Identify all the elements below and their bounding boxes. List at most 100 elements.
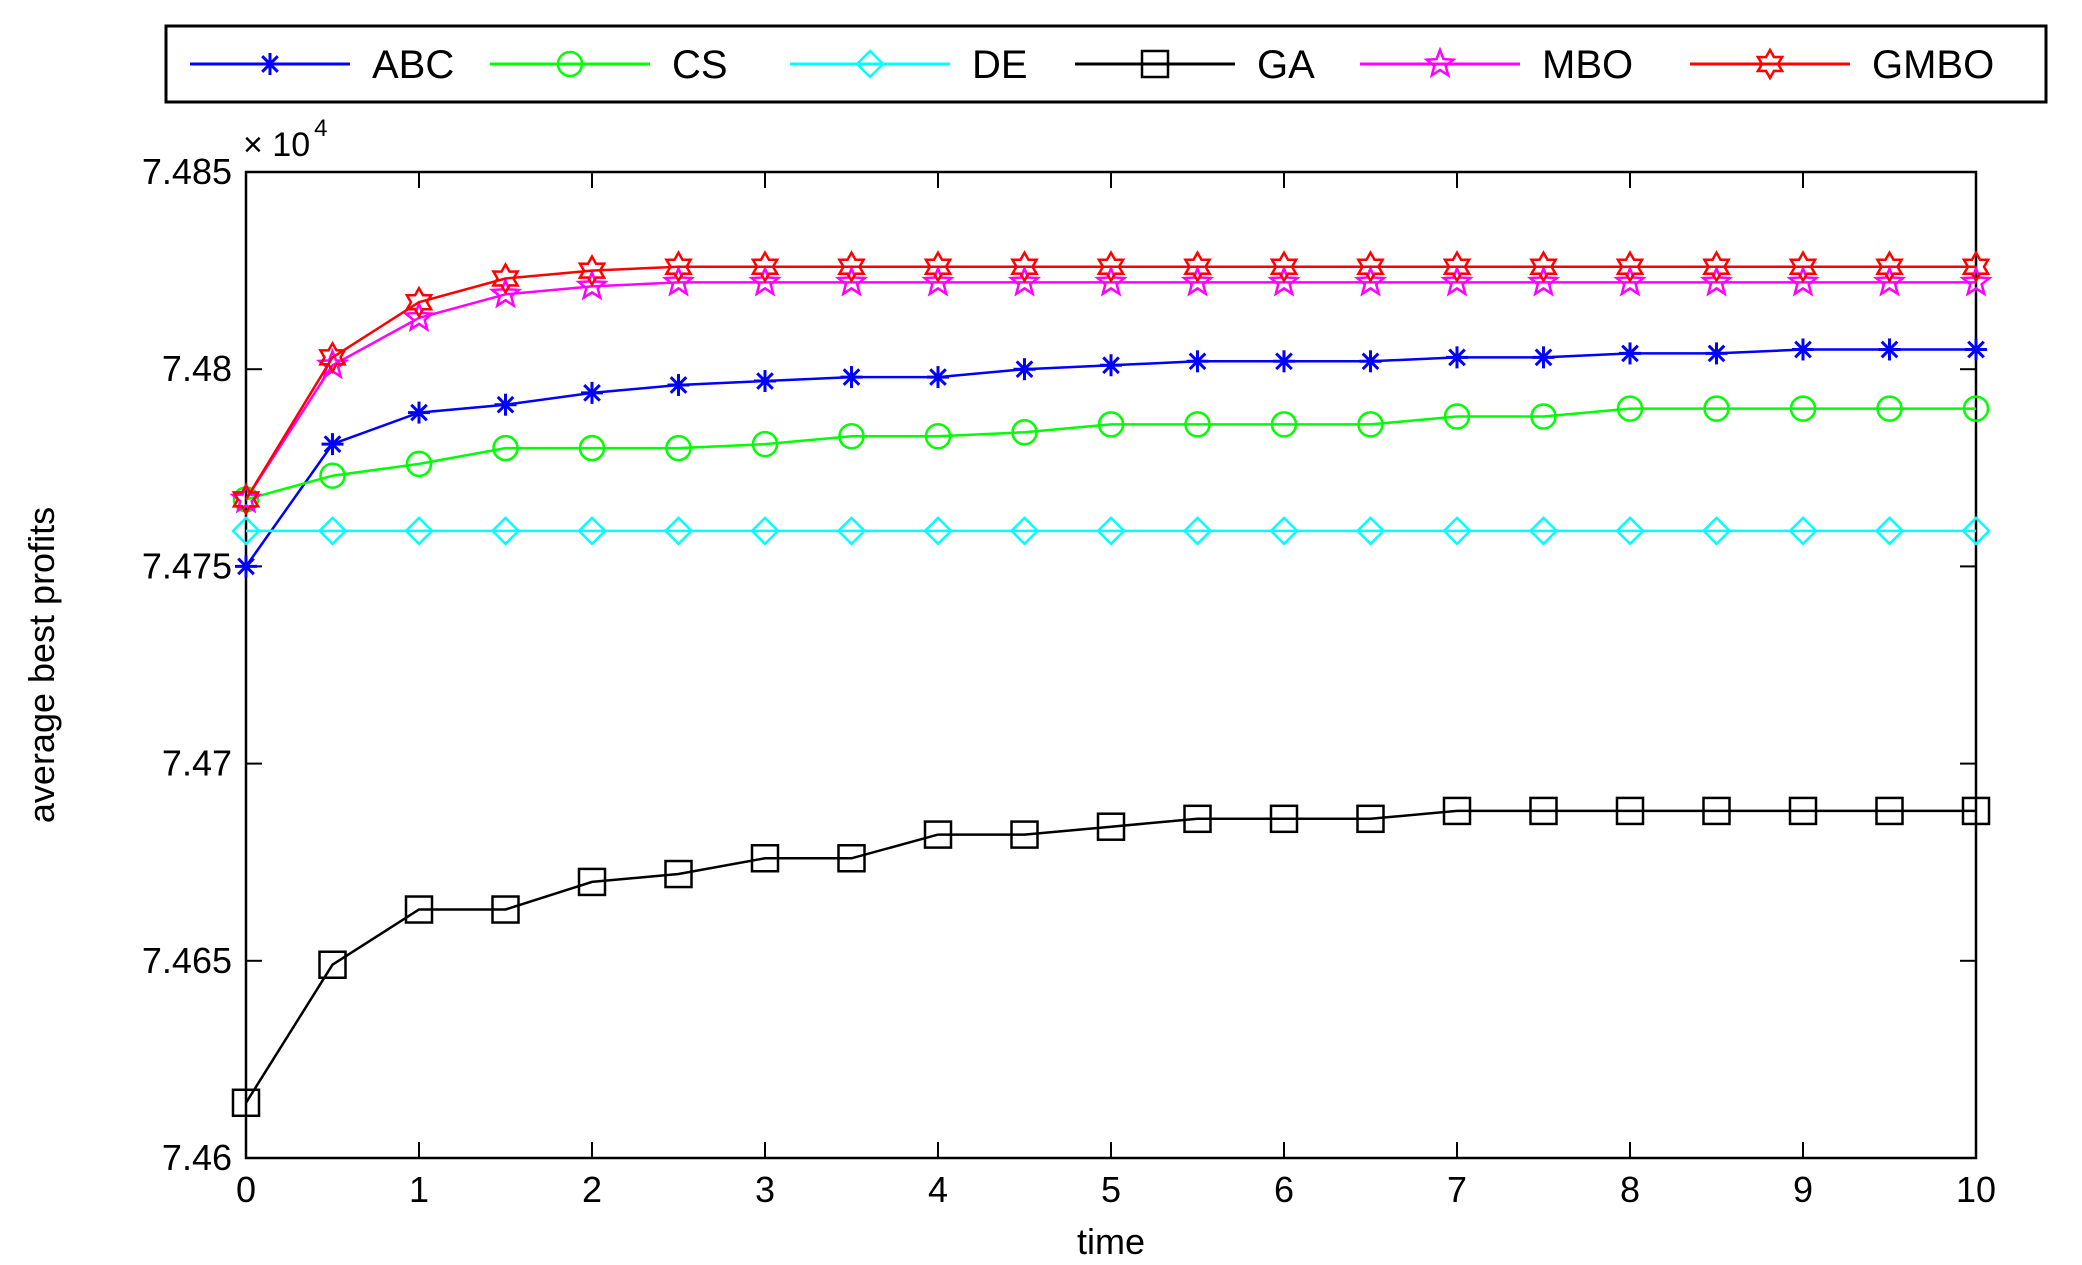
data-point-de	[663, 516, 694, 546]
data-point-mbo	[1959, 264, 1993, 297]
data-point-gmbo	[750, 250, 780, 284]
data-point-ga	[750, 844, 780, 873]
plot-area	[244, 170, 1978, 1160]
legend-label-de: DE	[972, 43, 1028, 87]
data-point-gmbo	[1269, 250, 1299, 284]
data-point-cs	[405, 450, 433, 478]
data-point-mbo	[1353, 264, 1388, 297]
data-point-de	[1355, 516, 1386, 546]
data-point-ga	[1961, 796, 1991, 826]
data-point-abc	[1619, 342, 1641, 365]
data-point-gmbo	[923, 250, 953, 284]
data-point-gmbo	[1529, 250, 1558, 284]
data-point-ga	[491, 895, 520, 924]
legend-label-cs: CS	[672, 43, 728, 87]
data-point-abc	[1186, 350, 1209, 373]
data-point-de	[404, 516, 434, 546]
data-point-ga	[404, 895, 434, 924]
data-point-gmbo	[1961, 250, 1991, 284]
data-point-abc	[1446, 346, 1468, 369]
data-point-ga	[1269, 804, 1299, 834]
legend-label-mbo: MBO	[1542, 43, 1633, 87]
data-point-cs	[1011, 419, 1038, 446]
data-point-abc	[1013, 358, 1036, 381]
series-gmbo	[231, 250, 1991, 516]
data-point-gmbo	[491, 261, 520, 296]
data-point-abc	[1100, 354, 1122, 377]
legend-marker-cs	[556, 50, 584, 78]
data-point-gmbo	[318, 340, 347, 374]
x-tick-label: 10	[1956, 1169, 1996, 1210]
data-point-abc	[840, 366, 863, 389]
data-point-mbo	[661, 264, 696, 297]
data-point-mbo	[748, 264, 782, 297]
data-point-de	[923, 516, 953, 546]
legend-label-abc: ABC	[372, 43, 454, 87]
data-point-de	[1701, 516, 1732, 546]
y-axis-exponent: × 10 4	[243, 115, 327, 164]
x-axis-label: time	[1077, 1221, 1145, 1262]
legend: ABC CS DE GA MBO GMBO	[164, 24, 2048, 104]
y-axis-exponent-power: 4	[314, 115, 327, 142]
legend-item-de: DE	[790, 43, 1028, 87]
data-point-mbo	[1267, 264, 1301, 297]
data-point-cs	[1962, 395, 1990, 422]
x-tick-label: 3	[755, 1169, 775, 1210]
legend-marker-ga	[1140, 49, 1170, 79]
data-point-abc	[1792, 338, 1814, 361]
series-de	[231, 516, 1991, 546]
y-tick-label: 7.47	[162, 743, 232, 784]
y-tick-label: 7.465	[142, 940, 232, 981]
legend-marker-de	[855, 49, 885, 79]
data-point-gmbo	[1788, 250, 1818, 284]
x-tick-label: 8	[1620, 1169, 1640, 1210]
data-point-cs	[1184, 411, 1211, 438]
data-point-ga	[1702, 796, 1731, 826]
series-line-cs	[245, 407, 1976, 501]
data-point-de	[1182, 516, 1213, 546]
data-point-ga	[1010, 820, 1039, 849]
data-point-abc	[754, 370, 776, 393]
data-point-de	[1961, 516, 1991, 546]
data-point-ga	[1615, 796, 1645, 826]
x-tick-label: 2	[582, 1169, 602, 1210]
data-point-abc	[408, 401, 430, 424]
data-point-gmbo	[231, 482, 261, 516]
data-point-gmbo	[1183, 250, 1212, 284]
data-point-ga	[664, 859, 693, 889]
data-point-cs	[838, 422, 865, 450]
data-point-cs	[1530, 403, 1557, 430]
data-point-mbo	[575, 268, 609, 301]
data-point-de	[577, 516, 607, 546]
data-point-ga	[318, 950, 347, 979]
data-point-cs	[492, 434, 519, 462]
series-abc	[235, 338, 1987, 578]
data-point-ga	[1442, 796, 1472, 826]
data-point-abc	[667, 373, 690, 396]
series-line-gmbo	[244, 265, 1976, 501]
legend-item-mbo: MBO	[1360, 43, 1633, 87]
data-point-ga	[923, 820, 953, 849]
x-tick-label: 6	[1274, 1169, 1294, 1210]
legend-item-gmbo: GMBO	[1690, 43, 1994, 87]
legend-label-ga: GA	[1257, 43, 1315, 87]
data-point-ga	[1788, 796, 1818, 826]
data-point-cs	[1270, 411, 1298, 438]
x-tick-label: 4	[928, 1169, 948, 1210]
legend-marker-gmbo	[1755, 47, 1785, 81]
data-point-cs	[1703, 395, 1730, 422]
data-point-cs	[1097, 411, 1125, 438]
data-point-cs	[1616, 395, 1644, 422]
data-point-de	[231, 516, 261, 546]
data-point-ga	[1875, 796, 1904, 826]
series-ga	[231, 796, 1991, 1118]
legend-item-abc: ABC	[190, 43, 454, 87]
data-point-abc	[1273, 350, 1295, 373]
data-point-cs	[1443, 403, 1471, 430]
data-point-de	[1788, 516, 1818, 546]
x-tick-label: 0	[236, 1169, 256, 1210]
data-point-abc	[321, 433, 344, 456]
data-point-de	[1269, 516, 1299, 546]
data-point-abc	[581, 381, 603, 404]
data-point-de	[1096, 516, 1126, 546]
